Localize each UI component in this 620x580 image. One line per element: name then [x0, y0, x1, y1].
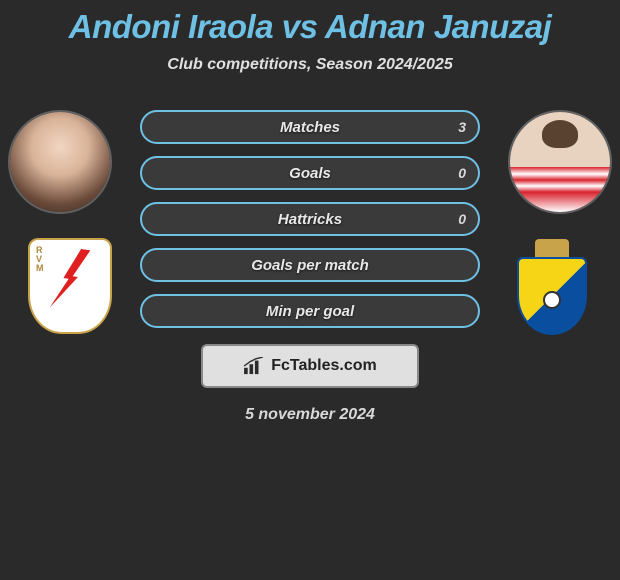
stat-label: Min per goal — [266, 303, 354, 320]
club-right-badge — [502, 238, 602, 338]
stat-right-value: 0 — [458, 211, 466, 227]
player-left-avatar — [8, 110, 112, 214]
stat-row-matches: Matches 3 — [140, 110, 480, 144]
stat-row-hattricks: Hattricks 0 — [140, 202, 480, 236]
stat-label: Goals — [289, 165, 331, 182]
stat-row-goals-per-match: Goals per match — [140, 248, 480, 282]
stat-row-min-per-goal: Min per goal — [140, 294, 480, 328]
stat-right-value: 0 — [458, 165, 466, 181]
stat-bars: Matches 3 Goals 0 Hattricks 0 Goals per … — [140, 110, 480, 328]
chart-icon — [243, 357, 265, 375]
subtitle: Club competitions, Season 2024/2025 — [0, 56, 620, 74]
stat-label: Goals per match — [251, 257, 369, 274]
stat-label: Matches — [280, 119, 340, 136]
date-label: 5 november 2024 — [0, 406, 620, 424]
club-right-crown-icon — [535, 239, 569, 257]
club-right-shield — [507, 239, 597, 337]
club-left-shield: RVM — [28, 238, 112, 334]
stat-row-goals: Goals 0 — [140, 156, 480, 190]
club-left-flash-icon — [50, 249, 91, 310]
club-left-badge: RVM — [20, 236, 120, 336]
player-right-face — [510, 112, 610, 212]
player-left-face — [10, 112, 110, 212]
stat-right-value: 3 — [458, 119, 466, 135]
stat-label: Hattricks — [278, 211, 342, 228]
watermark-badge: FcTables.com — [201, 344, 419, 388]
watermark-text: FcTables.com — [271, 357, 377, 375]
club-left-letters: RVM — [36, 246, 44, 273]
widget-root: Andoni Iraola vs Adnan Januzaj Club comp… — [0, 0, 620, 424]
page-title: Andoni Iraola vs Adnan Januzaj — [0, 8, 620, 46]
player-right-avatar — [508, 110, 612, 214]
club-right-ball-icon — [543, 291, 561, 309]
comparison-panel: RVM Matches 3 Goals 0 — [0, 96, 620, 326]
